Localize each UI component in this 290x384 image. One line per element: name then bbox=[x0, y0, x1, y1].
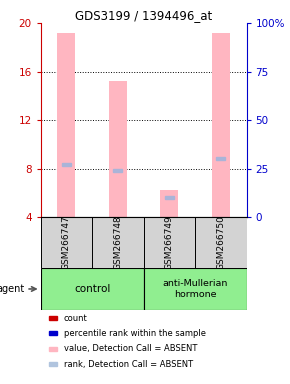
Bar bbox=[165, 196, 174, 199]
Bar bbox=[212, 33, 230, 217]
Text: GSM266748: GSM266748 bbox=[113, 215, 122, 270]
Text: GSM266749: GSM266749 bbox=[165, 215, 174, 270]
Bar bbox=[195, 217, 246, 268]
Bar bbox=[41, 268, 144, 310]
Text: rank, Detection Call = ABSENT: rank, Detection Call = ABSENT bbox=[64, 360, 193, 369]
Text: agent: agent bbox=[0, 284, 24, 294]
Bar bbox=[113, 169, 122, 172]
Bar bbox=[49, 347, 57, 351]
Bar bbox=[144, 268, 246, 310]
Bar bbox=[92, 217, 144, 268]
Bar bbox=[144, 217, 195, 268]
Text: value, Detection Call = ABSENT: value, Detection Call = ABSENT bbox=[64, 344, 197, 353]
Bar bbox=[49, 331, 57, 335]
Text: GSM266750: GSM266750 bbox=[216, 215, 225, 270]
Bar bbox=[109, 81, 127, 217]
Bar bbox=[41, 217, 92, 268]
Text: percentile rank within the sample: percentile rank within the sample bbox=[64, 329, 206, 338]
Bar bbox=[49, 362, 57, 366]
Bar bbox=[62, 163, 71, 166]
Text: control: control bbox=[74, 284, 110, 294]
Text: anti-Mullerian
hormone: anti-Mullerian hormone bbox=[162, 279, 228, 299]
Bar bbox=[49, 316, 57, 320]
Bar bbox=[216, 157, 225, 161]
Title: GDS3199 / 1394496_at: GDS3199 / 1394496_at bbox=[75, 9, 212, 22]
Bar bbox=[57, 33, 75, 217]
Text: GSM266747: GSM266747 bbox=[62, 215, 71, 270]
Bar bbox=[160, 190, 178, 217]
Text: count: count bbox=[64, 314, 87, 323]
